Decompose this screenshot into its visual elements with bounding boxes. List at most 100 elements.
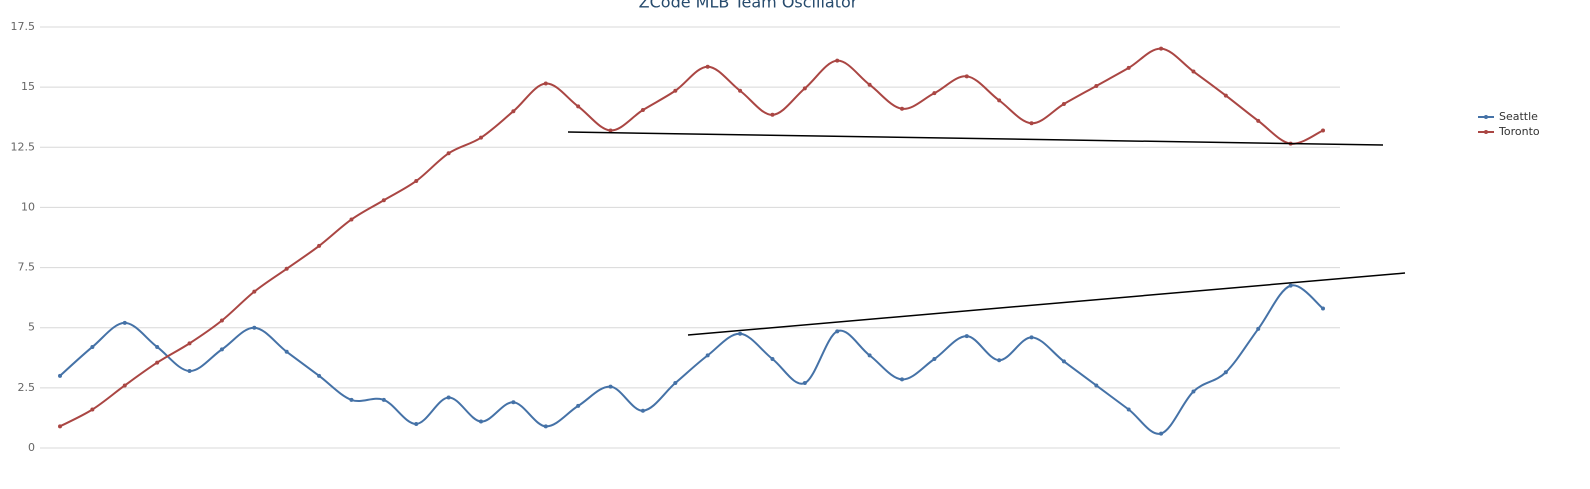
point [1126,407,1131,412]
plot [58,46,1325,436]
y-tick-label: 12.5 [11,140,36,153]
point [1321,128,1325,133]
point [511,109,516,114]
point [640,107,645,112]
point [900,377,904,382]
point [90,344,95,349]
point [770,356,775,361]
legend-label: Seattle [1499,110,1538,123]
y-tick-label: 0 [28,441,35,454]
legend-marker [1484,115,1488,119]
point [187,341,192,346]
point [479,419,483,424]
point [802,381,807,386]
trend-line [567,131,1384,146]
point [479,135,483,140]
y-tick-label: 5 [28,321,35,334]
legend-marker [1484,130,1488,134]
point [1159,46,1164,51]
point [219,347,224,352]
point [900,106,904,111]
y-tick-label: 17.5 [11,20,36,33]
point [1159,431,1164,436]
point [511,400,516,405]
point [414,421,419,426]
point [1094,383,1099,388]
y-tick-label: 2.5 [18,381,36,394]
y-tick-label: 7.5 [18,261,36,274]
point [446,151,451,156]
point [317,243,322,248]
point [446,395,451,400]
legend: Seattle Toronto [1478,110,1540,138]
series-line [59,284,1324,435]
point [1191,69,1196,74]
point [640,408,645,413]
point [673,381,678,386]
point [738,88,743,93]
point [219,318,224,323]
point [155,344,160,349]
point [381,397,386,402]
point [576,104,581,109]
point [932,91,937,96]
point [835,58,840,63]
point [932,356,937,361]
point [317,373,322,378]
point [738,331,743,336]
chart-title: ZCode MLB Team Oscillator [639,0,858,12]
point [673,88,678,93]
point [608,384,613,389]
point [802,86,807,91]
point [1126,65,1131,70]
point [1256,118,1261,123]
point [997,98,1002,103]
point [187,369,192,374]
point [608,128,613,133]
y-tick-label: 15 [21,80,35,93]
y-tick-label: 10 [21,200,35,213]
point [90,407,95,412]
trend-line [687,272,1406,336]
point [997,358,1002,363]
point [349,397,354,402]
point [770,112,775,117]
point [867,353,872,358]
point [1061,101,1066,106]
point [705,353,710,358]
grid: 0 2.5 5 7.5 10 12.5 15 17.5 [11,20,1340,454]
point [284,349,289,354]
point [58,373,62,378]
point [122,383,127,388]
point [58,424,62,429]
point [543,81,548,86]
point [1191,389,1196,394]
series-line [59,47,1324,428]
point [122,320,127,325]
point [414,178,419,183]
point [964,74,969,79]
point [252,289,257,294]
point [1061,359,1066,364]
point [964,334,969,339]
point [1288,283,1293,288]
point [381,198,386,203]
point [284,266,289,271]
point [867,82,872,87]
point [705,64,710,69]
point [835,329,840,334]
legend-label: Toronto [1498,125,1540,138]
point [1223,93,1228,98]
point [1094,83,1099,88]
point [543,424,548,429]
point [349,217,354,222]
point [1256,326,1261,331]
point [252,325,257,330]
point [155,360,160,365]
point [1029,335,1034,340]
point [576,403,581,408]
point [1321,306,1325,311]
point [1223,370,1228,375]
point [1029,121,1034,126]
